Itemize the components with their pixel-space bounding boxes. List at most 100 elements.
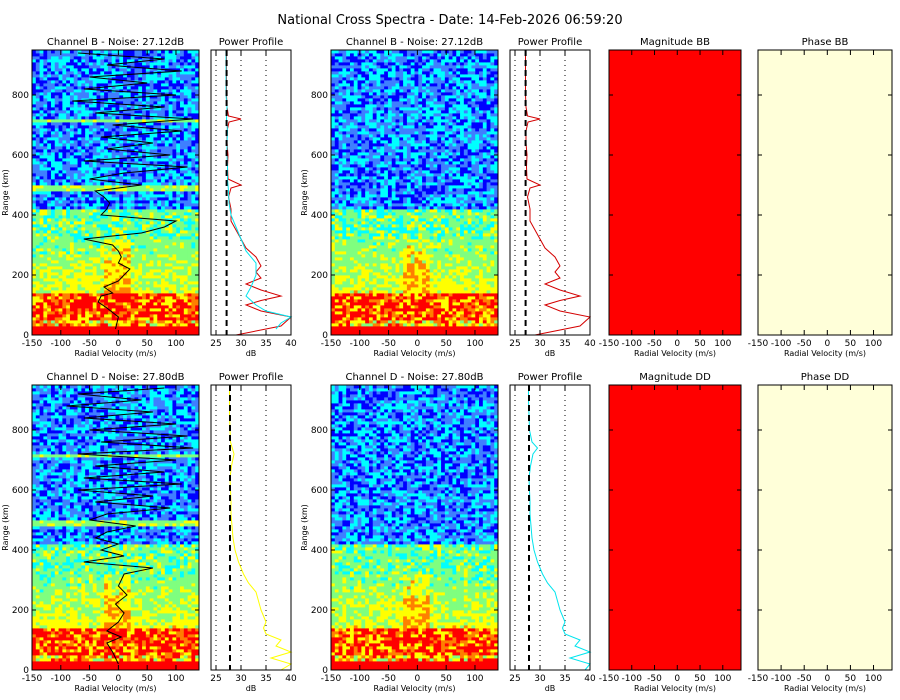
heatmap-cell [187, 77, 192, 81]
heatmap-cell [153, 77, 158, 81]
heatmap-cell [66, 59, 71, 63]
heatmap-cell [39, 122, 44, 126]
heatmap-cell [475, 305, 480, 309]
heatmap-cell [452, 305, 457, 309]
heatmap-cell [403, 332, 408, 336]
heatmap-cell [149, 101, 154, 105]
heatmap-cell [138, 314, 143, 318]
heatmap-cell [134, 257, 139, 261]
heatmap-cell [107, 116, 113, 120]
heatmap-cell [142, 197, 147, 201]
heatmap-cell [164, 329, 170, 333]
heatmap-cell [50, 113, 56, 117]
heatmap-cell [463, 320, 469, 324]
heatmap-cell [353, 323, 358, 327]
heatmap-cell [66, 116, 71, 120]
heatmap-cell [195, 110, 200, 114]
heatmap-cell [62, 239, 67, 243]
heatmap-cell [85, 233, 90, 237]
heatmap-cell [448, 317, 453, 321]
heatmap-cell [85, 323, 90, 327]
heatmap-cell [92, 152, 97, 156]
heatmap-cell [441, 329, 446, 333]
heatmap-cell [111, 317, 116, 321]
heatmap-cell [47, 311, 52, 315]
heatmap-cell [58, 92, 63, 96]
heatmap-cell [73, 152, 78, 156]
heatmap-cell [111, 101, 116, 105]
heatmap-cell [172, 224, 177, 228]
heatmap-cell [410, 320, 415, 324]
heatmap-cell [123, 101, 128, 105]
heatmap-cell [403, 323, 408, 327]
heatmap-cell [81, 188, 86, 192]
heatmap-cell [58, 212, 63, 216]
heatmap-cell [81, 143, 86, 147]
heatmap-cell [32, 230, 37, 234]
heatmap-cell [104, 317, 109, 321]
heatmap-cell [35, 317, 40, 321]
heatmap-cell [153, 314, 158, 318]
heatmap-cell [183, 326, 189, 330]
heatmap-cell [161, 56, 166, 60]
heatmap-cell [92, 53, 97, 57]
heatmap-cell [391, 311, 396, 315]
heatmap-cell [58, 170, 63, 174]
heatmap-cell [176, 77, 181, 81]
heatmap-cell [138, 269, 143, 273]
heatmap-cell [149, 323, 154, 327]
heatmap-cell [92, 248, 97, 252]
heatmap-cell [58, 230, 63, 234]
heatmap-cell [66, 146, 71, 150]
heatmap-cell [191, 197, 196, 201]
heatmap-cell [361, 284, 366, 288]
heatmap-cell [410, 317, 415, 321]
heatmap-cell [123, 125, 128, 129]
heatmap-cell [176, 266, 181, 270]
heatmap-cell [153, 323, 158, 327]
heatmap-cell [490, 326, 495, 330]
heatmap-cell [47, 320, 52, 324]
heatmap-cell [142, 137, 147, 141]
heatmap-cell [73, 176, 78, 180]
heatmap-cell [172, 149, 177, 153]
heatmap-cell [183, 179, 189, 183]
heatmap-cell [172, 92, 177, 96]
heatmap-cell [331, 323, 336, 327]
power-profile-line-cyan [225, 50, 293, 330]
heatmap-cell [85, 140, 90, 144]
heatmap-cell [32, 74, 37, 78]
heatmap-cell [32, 278, 37, 282]
heatmap-cell [115, 110, 120, 114]
heatmap-cell [119, 194, 124, 198]
heatmap-cell [494, 311, 499, 315]
heatmap-cell [361, 320, 366, 324]
heatmap-cell [104, 191, 109, 195]
heatmap-cell [195, 260, 200, 264]
heatmap-cell [437, 329, 442, 333]
heatmap-cell [191, 311, 196, 315]
heatmap-cell [123, 173, 128, 177]
heatmap-cell [433, 320, 438, 324]
heatmap-cell [180, 146, 185, 150]
heatmap-cell [180, 239, 185, 243]
heatmap-cell [145, 329, 151, 333]
heatmap-cell [43, 200, 48, 204]
heatmap-cell [138, 326, 143, 330]
heatmap-cell [58, 197, 63, 201]
heatmap-cell [153, 329, 158, 333]
heatmap-cell [58, 122, 63, 126]
heatmap-cell [100, 152, 105, 156]
heatmap-cell [35, 122, 40, 126]
heatmap-cell [187, 245, 192, 249]
heatmap-cell [126, 101, 132, 105]
heatmap-cell [54, 239, 59, 243]
heatmap-cell [77, 320, 82, 324]
heatmap-cell [62, 308, 67, 312]
heatmap-cell [149, 131, 154, 135]
heatmap-cell [157, 263, 162, 267]
heatmap-cell [39, 272, 44, 276]
heatmap-cell [54, 197, 59, 201]
heatmap-cell [145, 110, 151, 114]
heatmap-cell [180, 269, 185, 273]
